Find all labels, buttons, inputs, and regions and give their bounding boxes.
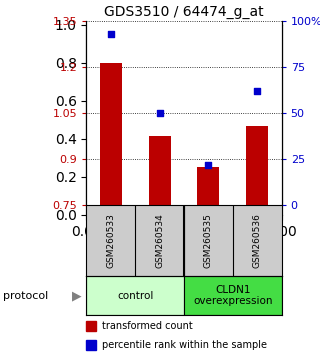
Text: GSM260536: GSM260536: [253, 213, 262, 268]
Text: CLDN1
overexpression: CLDN1 overexpression: [193, 285, 273, 307]
Bar: [86, 341, 96, 350]
Bar: [148, 136, 171, 205]
Text: GSM260534: GSM260534: [155, 213, 164, 268]
Bar: [86, 276, 184, 315]
Text: control: control: [117, 291, 153, 301]
Bar: [100, 63, 122, 205]
Bar: [246, 126, 268, 205]
Point: [255, 88, 260, 94]
Point: [157, 110, 162, 116]
Text: transformed count: transformed count: [102, 321, 193, 331]
Bar: [197, 167, 220, 205]
Text: protocol: protocol: [3, 291, 48, 301]
Bar: [184, 276, 282, 315]
Bar: [86, 321, 96, 331]
Point: [108, 31, 113, 37]
Text: ▶: ▶: [72, 289, 82, 302]
Text: GSM260533: GSM260533: [106, 213, 115, 268]
Title: GDS3510 / 64474_g_at: GDS3510 / 64474_g_at: [104, 5, 264, 19]
Text: GSM260535: GSM260535: [204, 213, 213, 268]
Text: percentile rank within the sample: percentile rank within the sample: [102, 341, 268, 350]
Point: [206, 162, 211, 168]
